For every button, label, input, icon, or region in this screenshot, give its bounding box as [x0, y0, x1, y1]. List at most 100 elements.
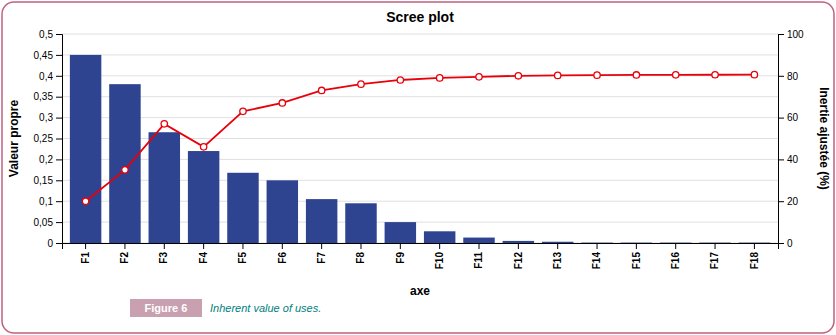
bar [542, 242, 573, 243]
tick: F14 [591, 243, 602, 269]
marker [397, 77, 403, 83]
title: Scree plot [386, 9, 454, 25]
tick-label: 0,1 [39, 196, 53, 207]
bar [463, 238, 494, 243]
tick-mark [778, 76, 784, 77]
axis-line [779, 35, 785, 244]
marker [279, 100, 285, 106]
tick-mark [321, 243, 322, 249]
bar [385, 222, 416, 243]
tick: F4 [198, 243, 209, 264]
grid-line [62, 54, 778, 55]
tick-label: F3 [158, 252, 169, 264]
tick: F13 [552, 243, 563, 269]
tick-label: 0,25 [34, 133, 54, 144]
tick-mark [557, 243, 558, 249]
tick-mark [439, 243, 440, 249]
tick-label: 0,2 [39, 154, 53, 165]
tick-label: F14 [591, 252, 602, 270]
tick-mark [479, 243, 480, 249]
marker [161, 121, 167, 127]
tick: F11 [473, 243, 484, 269]
tick-mark [56, 76, 62, 77]
tick-mark [597, 243, 598, 249]
marker [751, 71, 757, 77]
bar [739, 242, 770, 243]
tick: F17 [709, 243, 720, 269]
tick: F12 [513, 243, 524, 269]
caption-label: Figure 6 [145, 302, 188, 314]
tick: 0,15 [34, 175, 62, 186]
tick: 0,5 [39, 29, 62, 40]
line-series [82, 71, 757, 204]
y2-axis-title: Inertie ajustée (%) [817, 87, 831, 190]
marker [712, 72, 718, 78]
x-axis-title: axe [410, 284, 430, 298]
marker [476, 74, 482, 80]
grid-line [62, 96, 778, 97]
tick: F16 [670, 243, 681, 269]
tick: F3 [158, 243, 169, 264]
tick-mark [56, 180, 62, 181]
tick-label: F13 [552, 252, 563, 270]
bar [227, 173, 258, 243]
tick: F7 [316, 243, 327, 264]
tick: F18 [749, 243, 760, 269]
bar [424, 231, 455, 243]
tick: 0,2 [39, 154, 62, 165]
tick-mark [754, 243, 755, 249]
tick: 0,1 [39, 196, 62, 207]
tick-mark [56, 159, 62, 160]
tick: 0,4 [39, 71, 62, 82]
marker [554, 72, 560, 78]
plot-area: F1F2F3F4F5F6F7F8F9F10F11F12F13F14F15F16F… [34, 29, 805, 270]
tick-mark [778, 243, 784, 244]
marker [200, 144, 206, 150]
tick: F8 [355, 243, 366, 264]
tick-mark [56, 139, 62, 140]
tick-label: 0,35 [34, 91, 54, 102]
tick: 40 [778, 154, 799, 165]
marker [436, 75, 442, 81]
tick: 0,3 [39, 112, 62, 123]
tick: 20 [778, 196, 799, 207]
tick-mark [282, 243, 283, 249]
tick-mark [56, 201, 62, 202]
tick-label: 20 [787, 196, 799, 207]
tick: 60 [778, 112, 799, 123]
tick-label: F6 [277, 252, 288, 264]
bar [109, 84, 140, 243]
bar [621, 242, 652, 243]
marker [594, 72, 600, 78]
bar [503, 241, 534, 243]
tick-label: 0,5 [39, 29, 53, 40]
marker [515, 73, 521, 79]
tick-mark [56, 222, 62, 223]
tick-mark [778, 159, 784, 160]
tick-mark [56, 118, 62, 119]
tick: F2 [119, 243, 130, 264]
tick-label: 0,45 [34, 50, 54, 61]
tick: F6 [277, 243, 288, 264]
tick-label: 80 [787, 71, 799, 82]
tick-label: 0,05 [34, 217, 54, 228]
tick-label: 0 [47, 238, 53, 249]
tick-mark [636, 243, 637, 249]
axis-line [56, 35, 63, 244]
tick-label: F8 [355, 252, 366, 264]
chart: F1F2F3F4F5F6F7F8F9F10F11F12F13F14F15F16F… [0, 0, 836, 335]
caption: Figure 6Inherent value of uses. [130, 299, 321, 317]
tick-label: F2 [119, 252, 130, 264]
bar [306, 199, 337, 243]
tick-label: 100 [787, 29, 804, 40]
tick: 0 [47, 238, 62, 249]
tick: 80 [778, 71, 799, 82]
tick-mark [124, 243, 125, 249]
tick-mark [715, 243, 716, 249]
bars [70, 55, 770, 243]
bar [660, 242, 691, 243]
tick-label: 0 [787, 238, 793, 249]
tick-mark [56, 243, 62, 244]
tick: 0,25 [34, 133, 62, 144]
marker [633, 72, 639, 78]
